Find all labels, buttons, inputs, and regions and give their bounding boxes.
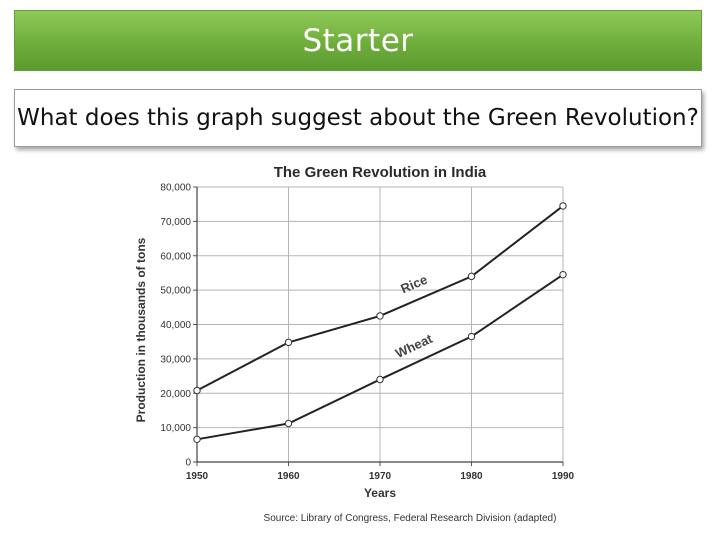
rice-point [285, 339, 291, 345]
rice-point [468, 273, 474, 279]
x-tick-label: 1960 [277, 471, 300, 482]
wheat-point [468, 333, 474, 339]
source-note: Source: Library of Congress, Federal Res… [264, 513, 557, 524]
y-tick-label: 50,000 [160, 286, 191, 297]
x-tick-label: 1950 [186, 471, 209, 482]
rice-point [377, 313, 383, 319]
y-tick-label: 60,000 [160, 251, 191, 262]
y-tick-label: 20,000 [160, 389, 191, 400]
rice-series-label: Rice [398, 272, 429, 297]
x-tick-label: 1970 [369, 471, 392, 482]
x-axis-label: Years [364, 486, 396, 500]
y-tick-label: 40,000 [160, 320, 191, 331]
y-axis-label: Production in thousands of tons [134, 237, 148, 422]
rice-point [560, 203, 566, 209]
wheat-point [194, 436, 200, 442]
x-tick-label: 1980 [460, 471, 483, 482]
y-tick-label: 70,000 [160, 217, 191, 228]
y-tick-label: 0 [185, 458, 191, 469]
x-axis-ticks: 1950 1960 1970 1980 1990 [186, 471, 575, 482]
x-tick-label: 1990 [552, 471, 575, 482]
wheat-point [285, 420, 291, 426]
chart-grid [193, 187, 563, 466]
y-tick-label: 30,000 [160, 354, 191, 365]
rice-point [194, 387, 200, 393]
y-axis-ticks: 0 10,000 20,000 30,000 40,000 50,000 60,000 70,… [160, 183, 191, 469]
chart-title: The Green Revolution in India [274, 164, 487, 181]
y-tick-label: 80,000 [160, 183, 191, 194]
wheat-point [560, 271, 566, 277]
y-tick-label: 10,000 [160, 423, 191, 434]
wheat-point [377, 376, 383, 382]
